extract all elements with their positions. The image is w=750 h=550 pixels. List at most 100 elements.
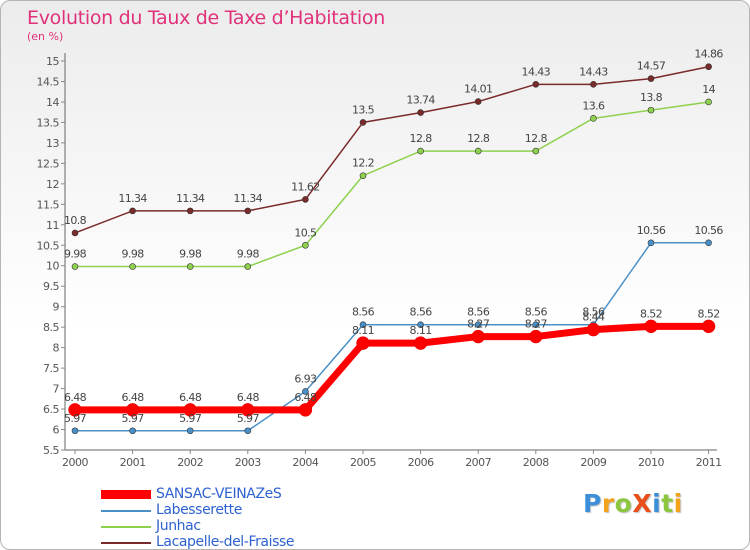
y-tick-label: 10 [46, 260, 59, 273]
data-label-labesserette: 5.97 [122, 412, 145, 425]
data-point-lacapelle-del-fraisse [417, 109, 424, 116]
y-tick-label: 13.5 [37, 116, 60, 129]
data-label-junhac: 12.8 [410, 132, 433, 145]
y-tick-label: 7.5 [43, 362, 59, 375]
data-point-labesserette [359, 321, 367, 329]
data-label-sansac-veinazes: 6.48 [179, 391, 202, 404]
data-label-lacapelle-del-fraisse: 11.34 [118, 192, 147, 205]
data-point-labesserette [71, 427, 79, 435]
data-label-sansac-veinazes: 8.44 [582, 311, 605, 324]
data-point-labesserette [705, 239, 712, 247]
data-point-sansac-veinazes [68, 403, 82, 417]
data-label-junhac: 12.8 [467, 132, 490, 145]
data-label-labesserette: 6.93 [294, 372, 317, 385]
data-point-sansac-veinazes [298, 403, 313, 417]
x-tick-label: 2004 [292, 456, 318, 469]
y-tick-label: 12.5 [37, 157, 60, 170]
data-point-lacapelle-del-fraisse [129, 207, 136, 215]
data-label-lacapelle-del-fraisse: 14.57 [637, 60, 666, 73]
data-label-sansac-veinazes: 6.48 [64, 391, 87, 404]
x-tick-label: 2010 [638, 456, 664, 469]
data-label-sansac-veinazes: 8.11 [352, 324, 374, 337]
y-tick-label: 7 [53, 383, 60, 396]
data-point-sansac-veinazes [241, 403, 255, 417]
y-tick-label: 10.5 [37, 239, 60, 252]
x-tick-label: 2001 [120, 456, 146, 469]
data-point-labesserette [417, 321, 424, 329]
data-label-labesserette: 8.56 [352, 306, 375, 319]
x-tick-label: 2006 [408, 456, 434, 469]
x-tick-label: 2008 [523, 456, 549, 469]
data-point-lacapelle-del-fraisse [474, 98, 482, 105]
data-point-labesserette [474, 321, 482, 329]
data-label-labesserette: 8.56 [467, 306, 490, 319]
data-point-junhac [244, 263, 252, 270]
data-point-sansac-veinazes [701, 319, 716, 334]
y-tick-label: 8 [53, 342, 60, 355]
data-point-sansac-veinazes [586, 322, 601, 337]
y-tick-label: 15 [46, 55, 59, 68]
data-label-lacapelle-del-fraisse: 11.62 [291, 180, 320, 193]
x-tick-label: 2003 [235, 456, 261, 469]
data-label-junhac: 12.8 [525, 132, 548, 145]
data-label-junhac: 13.8 [640, 91, 663, 104]
x-tick-label: 2009 [580, 456, 606, 469]
data-label-labesserette: 5.97 [237, 412, 260, 425]
data-point-lacapelle-del-fraisse [590, 81, 597, 88]
data-label-junhac: 13.6 [582, 99, 605, 112]
y-tick-label: 6 [53, 424, 60, 437]
data-label-lacapelle-del-fraisse: 14.86 [694, 48, 723, 61]
data-label-junhac: 10.5 [294, 226, 317, 239]
data-point-junhac [647, 106, 655, 114]
legend-label: Lacapelle-del-Fraisse [156, 534, 295, 550]
data-point-labesserette [129, 427, 136, 435]
data-point-lacapelle-del-fraisse [705, 63, 712, 71]
proxiti-logo: ProXiti [583, 489, 683, 518]
unit-label: (en %) [27, 30, 64, 43]
y-tick-label: 5.5 [43, 444, 59, 457]
data-point-junhac [474, 147, 482, 155]
legend-swatch [101, 526, 151, 528]
data-point-labesserette [186, 427, 194, 435]
data-label-lacapelle-del-fraisse: 11.34 [176, 192, 205, 205]
legend-label: Junhac [156, 518, 201, 534]
data-label-labesserette: 8.56 [525, 306, 548, 319]
legend-swatch [101, 542, 151, 544]
data-point-junhac [532, 147, 540, 155]
data-label-sansac-veinazes: 6.48 [237, 391, 260, 404]
data-point-junhac [71, 263, 79, 270]
data-point-labesserette [244, 427, 252, 435]
data-label-labesserette: 8.56 [582, 306, 605, 319]
data-label-lacapelle-del-fraisse: 13.74 [406, 94, 435, 107]
data-label-sansac-veinazes: 8.52 [698, 307, 720, 320]
data-point-lacapelle-del-fraisse [71, 229, 79, 237]
legend-label: Labesserette [156, 502, 242, 518]
data-point-sansac-veinazes [471, 329, 485, 344]
y-tick-label: 9 [53, 301, 60, 314]
series-line-junhac [75, 101, 709, 268]
series-line-lacapelle-del-fraisse [74, 65, 709, 234]
data-label-lacapelle-del-fraisse: 11.34 [234, 192, 263, 205]
y-tick-label: 8.5 [43, 321, 59, 334]
series-line-sansac-veinazes [75, 322, 709, 414]
data-label-lacapelle-del-fraisse: 14.43 [579, 65, 608, 78]
data-label-junhac: 9.98 [237, 248, 260, 261]
data-label-lacapelle-del-fraisse: 14.01 [464, 83, 493, 96]
data-point-sansac-veinazes [644, 319, 658, 334]
data-label-junhac: 9.98 [122, 248, 145, 261]
y-tick-label: 9.5 [43, 280, 59, 293]
data-point-junhac [705, 98, 712, 106]
data-label-sansac-veinazes: 6.48 [294, 391, 317, 404]
data-point-sansac-veinazes [125, 403, 140, 417]
x-tick-label: 2002 [177, 456, 203, 469]
data-point-sansac-veinazes [183, 403, 197, 417]
y-tick-label: 11 [46, 219, 59, 232]
y-tick-label: 11.5 [37, 198, 60, 211]
series-line-labesserette [75, 242, 709, 432]
data-label-sansac-veinazes: 8.52 [640, 307, 662, 320]
data-point-lacapelle-del-fraisse [186, 207, 194, 215]
data-label-sansac-veinazes: 8.27 [467, 318, 490, 331]
x-tick-label: 2005 [350, 456, 376, 469]
data-label-lacapelle-del-fraisse: 14.43 [522, 65, 551, 78]
